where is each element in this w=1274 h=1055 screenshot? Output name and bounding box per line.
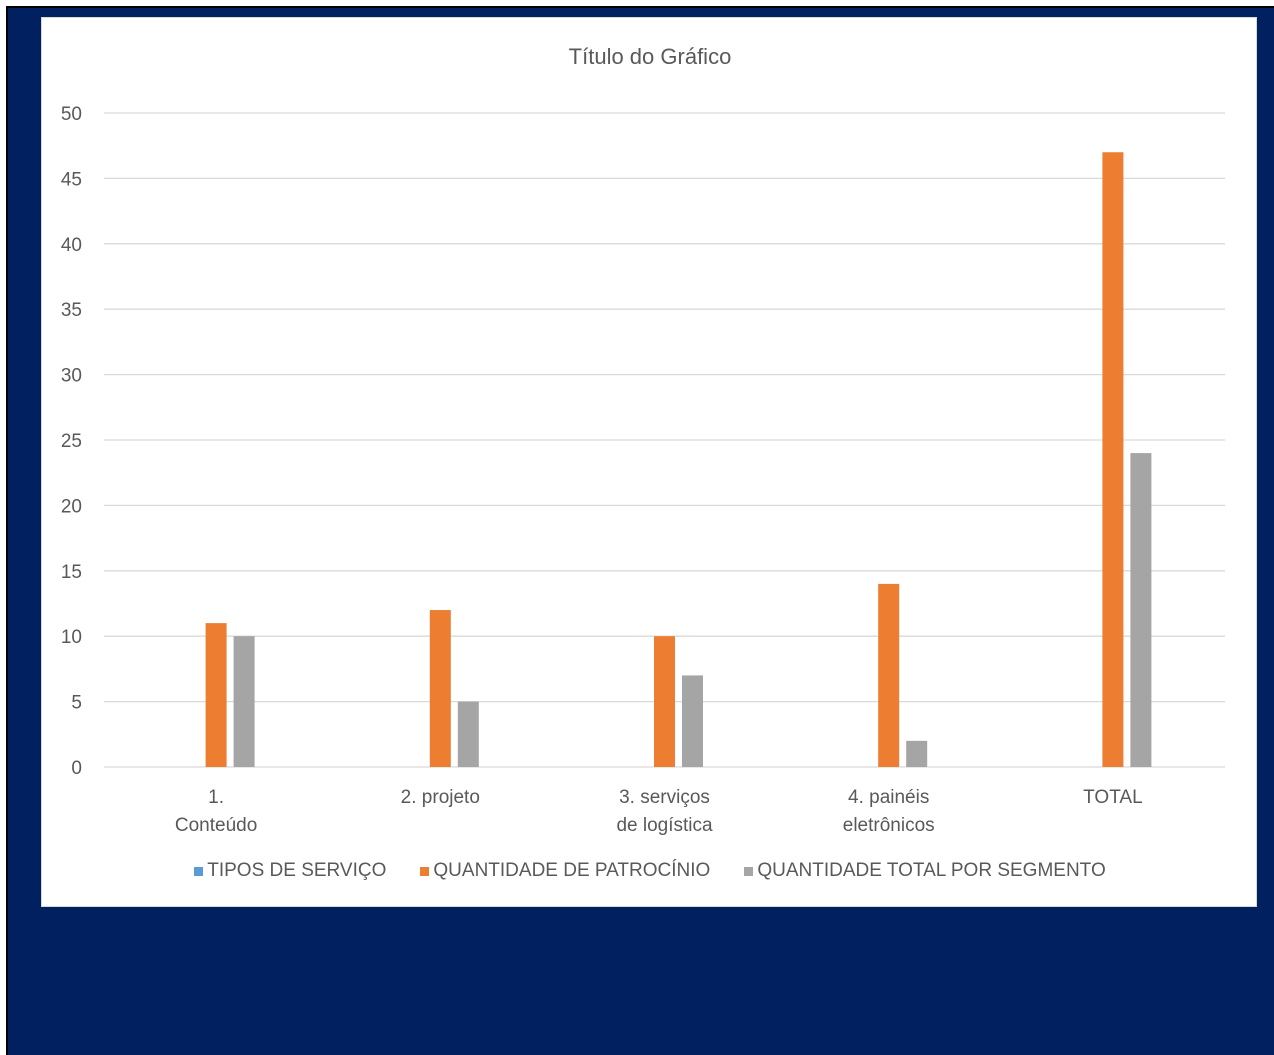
bar-quantidade-total-por-segmento-4: [1130, 453, 1152, 767]
y-tick-label: 0: [71, 758, 82, 779]
bar-chart: 0 5 10 15 20 25 30 35 40 45 50 1. Conteúdo 2. projeto…: [61, 104, 1225, 836]
legend-item: TIPOS DE SERVIÇO: [194, 860, 386, 882]
x-category-label: 1. Conteúdo: [175, 787, 257, 836]
y-tick-label: 20: [61, 496, 82, 517]
x-category-label: TOTAL: [1083, 787, 1142, 808]
slide-background: Título do Gráfico 0 5 10 15 20 25 30 35 40 45 50 1.…: [6, 6, 1274, 1055]
x-category-label: 3. serviços de logística: [616, 787, 713, 836]
legend-label: QUANTIDADE TOTAL POR SEGMENTO: [757, 860, 1106, 881]
x-category-label: 2. projeto: [401, 787, 480, 808]
bar-quantidade-total-por-segmento-2: [682, 675, 703, 767]
bar-quantidade-de-patroc-nio-3: [878, 583, 900, 767]
bar-quantidade-total-por-segmento-0: [233, 636, 255, 767]
bar-quantidade-de-patroc-nio-4: [1102, 152, 1124, 768]
chart-panel: Título do Gráfico 0 5 10 15 20 25 30 35 40 45 50 1.…: [41, 17, 1257, 907]
legend-label: QUANTIDADE DE PATROCÍNIO: [433, 860, 711, 881]
chart-title: Título do Gráfico: [568, 44, 732, 69]
bar-quantidade-de-patroc-nio-0: [205, 623, 227, 767]
chart-legend: TIPOS DE SERVIÇO QUANTIDADE DE PATROCÍNIO…: [42, 860, 1258, 882]
bar-quantidade-total-por-segmento-3: [906, 740, 928, 767]
legend-swatch: [420, 866, 430, 876]
y-tick-label: 5: [71, 693, 82, 714]
legend-item: QUANTIDADE DE PATROCÍNIO: [420, 860, 710, 882]
y-tick-label: 10: [61, 627, 82, 648]
bar-quantidade-de-patroc-nio-1: [429, 610, 451, 767]
x-category-label: 4. painéis eletrônicos: [843, 787, 935, 836]
bar-quantidade-de-patroc-nio-2: [654, 636, 675, 767]
y-tick-label: 35: [61, 300, 82, 321]
y-tick-label: 25: [61, 431, 82, 452]
legend-swatch: [194, 866, 204, 876]
y-tick-label: 50: [61, 104, 82, 125]
legend-label: TIPOS DE SERVIÇO: [207, 860, 387, 881]
legend-item: QUANTIDADE TOTAL POR SEGMENTO: [744, 860, 1106, 882]
y-tick-label: 30: [61, 366, 82, 387]
y-tick-label: 15: [61, 562, 82, 583]
legend-swatch: [744, 866, 754, 876]
y-tick-label: 45: [61, 169, 82, 190]
bar-quantidade-total-por-segmento-1: [457, 701, 479, 767]
y-tick-label: 40: [61, 235, 82, 256]
